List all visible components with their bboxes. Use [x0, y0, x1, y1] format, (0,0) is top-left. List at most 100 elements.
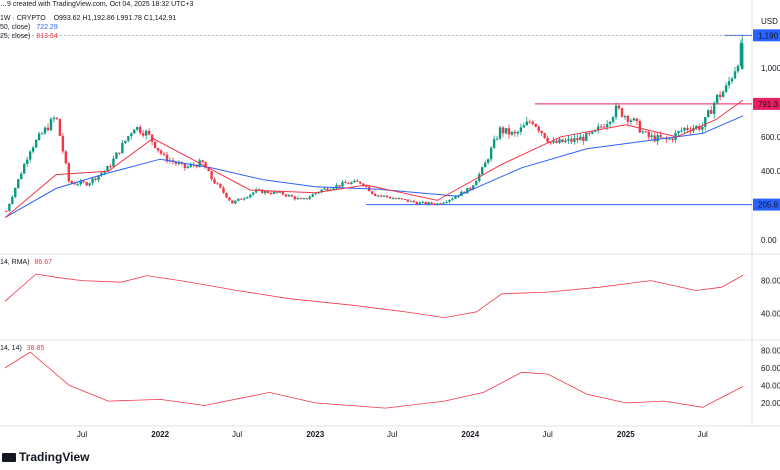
- candle-body: [213, 179, 216, 184]
- candle-body: [570, 138, 573, 142]
- candle-body: [710, 110, 713, 114]
- pane-separators: [0, 0, 780, 427]
- candle-body: [91, 178, 94, 184]
- candle-body: [37, 133, 41, 140]
- candle-body: [510, 131, 514, 135]
- candle-body: [85, 182, 88, 186]
- candle-body: [14, 187, 17, 197]
- candle-body: [430, 202, 433, 204]
- candle-body: [433, 203, 436, 205]
- candle-body: [701, 126, 704, 130]
- candle-body: [525, 121, 529, 126]
- ma50-name: 50, close): [0, 24, 31, 31]
- candle-body: [127, 136, 130, 141]
- candle-body: [296, 198, 300, 200]
- candle-body: [695, 125, 698, 129]
- candle-body: [180, 162, 184, 164]
- candle-body: [602, 126, 606, 128]
- candle-body: [668, 138, 671, 140]
- tradingview-logo[interactable]: TradingView: [2, 450, 89, 464]
- ma25-line: [4, 99, 744, 218]
- price-axis-tick-label: 1,000: [761, 64, 780, 73]
- candle-body: [403, 199, 407, 201]
- candle-body: [370, 191, 374, 194]
- candle-body: [272, 191, 276, 194]
- candle-body: [537, 126, 540, 131]
- rsi-axis-tick-label: 80.00: [761, 277, 780, 286]
- candle-body: [421, 201, 424, 203]
- ma50-line: [4, 115, 744, 219]
- candle-body: [243, 198, 246, 200]
- candle-body: [659, 135, 662, 138]
- candle-body: [620, 108, 624, 117]
- candle-body: [671, 138, 674, 140]
- tradingview-logo-icon: [2, 453, 16, 462]
- candle-body: [17, 179, 20, 188]
- candle-body: [475, 181, 478, 186]
- candle-body: [576, 138, 579, 141]
- candle-body: [112, 158, 115, 167]
- candle-body: [605, 123, 609, 128]
- candle-body: [159, 150, 163, 154]
- candle-body: [418, 202, 421, 205]
- candle-body: [133, 129, 136, 134]
- candle-body: [174, 162, 178, 164]
- candle-body: [97, 175, 100, 180]
- candle-body: [216, 183, 219, 185]
- candle-body: [263, 191, 267, 194]
- candle-body: [591, 131, 594, 134]
- candle-body: [323, 188, 326, 190]
- currency-label: USD: [761, 17, 778, 26]
- support-price-tag: 205.8: [758, 201, 779, 210]
- candle-body: [52, 117, 56, 119]
- rsi-value: 86.67: [34, 259, 53, 266]
- candle-body: [686, 127, 689, 130]
- candle-body: [195, 165, 198, 167]
- candle-body: [115, 152, 118, 159]
- candle-body: [379, 195, 383, 197]
- adx-axis-tick-label: 80.00: [761, 346, 780, 355]
- candle-body: [597, 126, 600, 130]
- candle-body: [412, 200, 416, 203]
- candle-body: [23, 163, 26, 174]
- candle-body: [451, 198, 454, 200]
- time-axis-tick-label: Jul: [77, 430, 87, 439]
- candle-body: [712, 102, 716, 114]
- candle-body: [284, 194, 288, 197]
- candle-body: [513, 131, 517, 134]
- candle-body: [177, 162, 181, 164]
- candle-body: [588, 132, 591, 134]
- candle-body: [103, 170, 106, 174]
- candle-body: [28, 151, 32, 160]
- candle-body: [394, 198, 398, 200]
- candle-body: [350, 182, 353, 184]
- candle-body: [40, 133, 44, 135]
- candle-body: [365, 185, 368, 187]
- candle-body: [153, 141, 157, 148]
- candle-body: [507, 128, 511, 135]
- price-axis-tick-label: 600.00: [761, 133, 780, 142]
- candle-body: [558, 139, 561, 143]
- candle-body: [623, 116, 627, 118]
- candle-body: [64, 151, 68, 164]
- candle-body: [385, 195, 389, 197]
- price-axis-tick-label: 400.00: [761, 167, 780, 176]
- candle-body: [332, 188, 335, 190]
- resistance-price-tag: 791.3: [758, 100, 779, 109]
- resistance-price-tag-bg: [753, 97, 780, 110]
- candle-body: [522, 125, 526, 128]
- candle-body: [611, 117, 615, 122]
- candle-body: [252, 192, 255, 195]
- axes: 1,000800.00600.00400.00200.000.001,19079…: [77, 29, 780, 439]
- last-price-tag: 1,190: [758, 31, 779, 40]
- candle-body: [260, 189, 264, 194]
- rsi-pane: [4, 273, 744, 319]
- candle-body: [653, 135, 656, 142]
- candle-body: [165, 154, 169, 162]
- candle-body: [466, 187, 469, 194]
- candle-body: [549, 142, 552, 144]
- candle-body: [739, 42, 743, 66]
- candle-body: [489, 147, 493, 160]
- candle-body: [564, 140, 567, 143]
- candle-body: [439, 203, 442, 205]
